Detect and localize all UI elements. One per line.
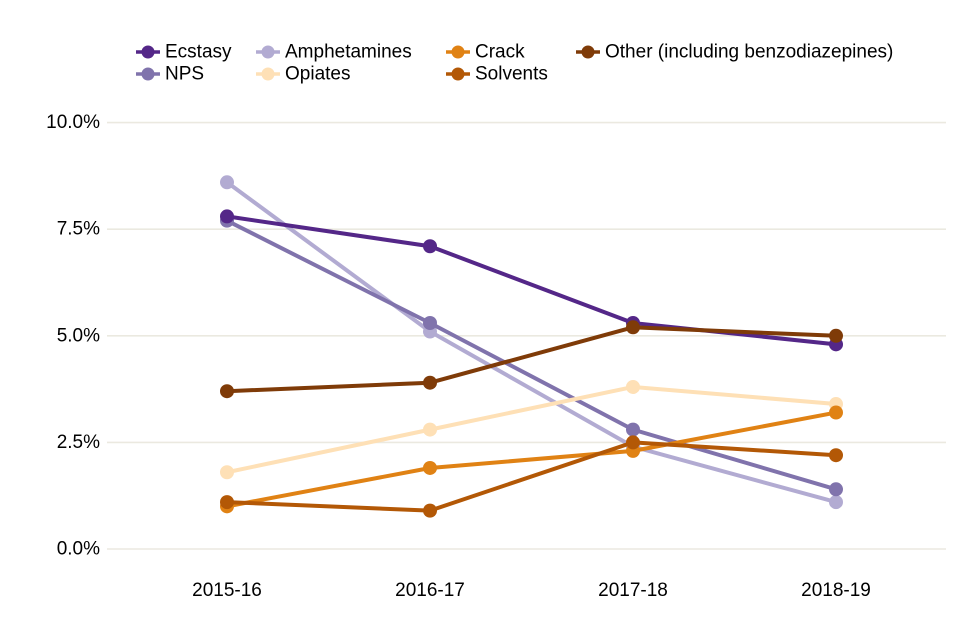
legend-label: Ecstasy	[165, 42, 232, 63]
line-ecstasy	[225, 214, 838, 347]
legend-dot-swatch	[581, 45, 595, 59]
legend-label: Crack	[475, 42, 525, 63]
point-crack-2016-17	[423, 460, 437, 475]
legend-item-amphetamines: Amphetamines	[256, 42, 412, 63]
point-crack-2018-19	[829, 405, 843, 420]
series-solvents	[220, 435, 843, 518]
point-opiates-2015-16	[220, 465, 234, 480]
point-ecstasy-2015-16	[220, 209, 234, 224]
line-solvents	[225, 440, 838, 513]
point-opiates-2016-17	[423, 422, 437, 437]
point-amphetamines-2015-16	[220, 175, 234, 190]
point-opiates-2017-18	[626, 379, 640, 394]
legend-dot-swatch	[261, 45, 275, 59]
point-other-including-benzodiazepines-2015-16	[220, 384, 234, 399]
legend-item-other-including-benzodiazepines: Other (including benzodiazepines)	[576, 42, 893, 63]
point-nps-2016-17	[423, 316, 437, 331]
x-tick-label: 2015-16	[192, 580, 262, 601]
line-opiates	[225, 384, 838, 475]
series-opiates	[220, 379, 843, 480]
line-nps	[225, 218, 838, 492]
legend-item-nps: NPS	[136, 64, 204, 85]
legend-item-solvents: Solvents	[446, 64, 548, 85]
series-other-including-benzodiazepines	[220, 320, 843, 399]
line-crack	[225, 410, 838, 509]
point-other-including-benzodiazepines-2018-19	[829, 328, 843, 343]
x-tick-label: 2017-18	[598, 580, 668, 601]
point-solvents-2016-17	[423, 503, 437, 518]
legend-item-opiates: Opiates	[256, 64, 350, 85]
y-tick-label: 10.0%	[46, 112, 100, 133]
legend-item-crack: Crack	[446, 42, 525, 63]
point-other-including-benzodiazepines-2017-18	[626, 320, 640, 335]
x-tick-label: 2018-19	[801, 580, 871, 601]
legend-item-ecstasy: Ecstasy	[136, 42, 232, 63]
legend-dot-swatch	[141, 45, 155, 59]
y-tick-label: 5.0%	[57, 325, 100, 346]
legend-label: Amphetamines	[285, 42, 412, 63]
legend-dot-swatch	[451, 45, 465, 59]
legend-label: Other (including benzodiazepines)	[605, 42, 893, 63]
y-tick-label: 0.0%	[57, 539, 100, 560]
point-other-including-benzodiazepines-2016-17	[423, 375, 437, 390]
point-nps-2018-19	[829, 482, 843, 497]
legend-dot-swatch	[261, 67, 275, 81]
y-tick-label: 2.5%	[57, 432, 100, 453]
y-tick-label: 7.5%	[57, 219, 100, 240]
legend-dot-swatch	[141, 67, 155, 81]
point-solvents-2017-18	[626, 435, 640, 450]
line-other-including-benzodiazepines	[225, 325, 838, 394]
legend-dot-swatch	[451, 67, 465, 81]
point-solvents-2018-19	[829, 448, 843, 463]
point-nps-2017-18	[626, 422, 640, 437]
legend-label: NPS	[165, 64, 204, 85]
legend-label: Solvents	[475, 64, 548, 85]
point-amphetamines-2018-19	[829, 495, 843, 510]
line-amphetamines	[225, 180, 838, 505]
legend-label: Opiates	[285, 64, 350, 85]
x-tick-label: 2016-17	[395, 580, 465, 601]
point-ecstasy-2016-17	[423, 239, 437, 254]
point-solvents-2015-16	[220, 495, 234, 510]
